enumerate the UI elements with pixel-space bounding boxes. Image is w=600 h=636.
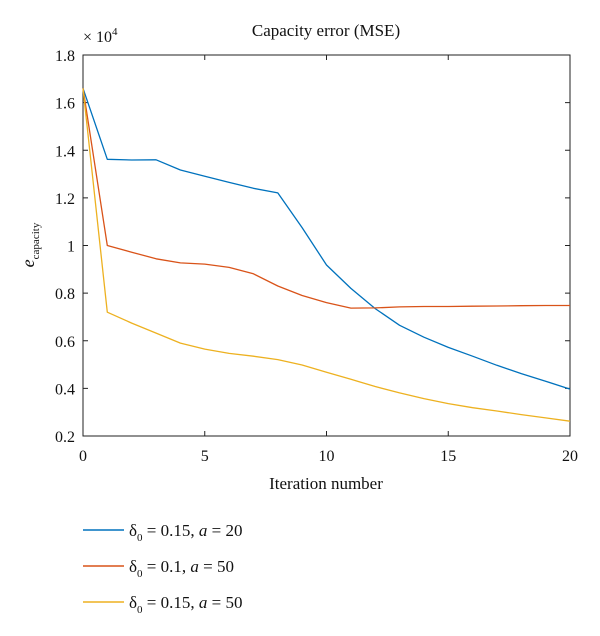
y-axis-label-subscript: capacity	[30, 222, 42, 259]
y-tick-label: 1.4	[55, 143, 75, 160]
legend-label-2: δ0 = 0.1, a = 50	[129, 557, 234, 580]
y-tick-label: 1.6	[55, 96, 75, 113]
y-tick-label: 0.4	[55, 381, 75, 398]
chart-title: Capacity error (MSE)	[252, 21, 400, 40]
legend-label-1: δ0 = 0.15, a = 20	[129, 521, 242, 544]
axis-ticks: 0 5 10 15 20 0.2 0.4 0.6 0.8 1 1.2 1.4 1.6 1.8	[55, 48, 578, 465]
y-tick-label: 1.2	[55, 191, 75, 208]
y-tick-label: 0.8	[55, 286, 75, 303]
series-line-3	[82, 88, 571, 422]
y-multiplier-text: × 10	[83, 29, 112, 46]
x-tick-label: 20	[562, 448, 578, 465]
y-tick-label: 1	[67, 239, 75, 256]
plot-area	[82, 54, 571, 437]
legend-label-3: δ0 = 0.15, a = 50	[129, 593, 242, 616]
x-tick-label: 15	[440, 448, 456, 465]
series-lines	[82, 88, 571, 422]
series-line-2	[82, 88, 570, 309]
y-tick-label: 1.8	[55, 48, 75, 65]
y-axis-label-main: e	[18, 259, 38, 267]
x-tick-label: 10	[319, 448, 335, 465]
y-multiplier-exponent: 4	[112, 26, 118, 38]
legend: δ0 = 0.15, a = 20 δ0 = 0.1, a = 50 δ0 = 0.…	[83, 521, 242, 616]
y-tick-label: 0.6	[55, 334, 75, 351]
y-axis-label: ecapacity	[18, 222, 42, 267]
y-multiplier-label: × 104	[83, 26, 118, 46]
x-tick-label: 0	[79, 448, 87, 465]
series-line-1	[82, 88, 571, 390]
y-tick-label: 0.2	[55, 429, 75, 446]
x-axis-label: Iteration number	[269, 474, 383, 493]
x-tick-label: 5	[201, 448, 209, 465]
